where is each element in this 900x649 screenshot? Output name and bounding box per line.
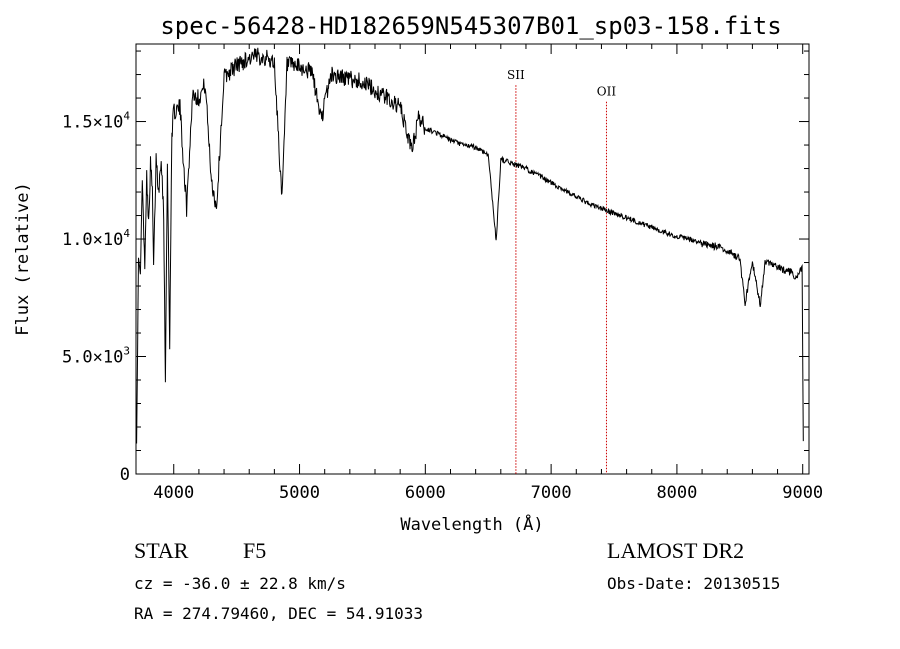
survey-name: LAMOST DR2 xyxy=(607,538,745,563)
line-label-SII: SII xyxy=(507,68,525,82)
x-tick-label-9000: 9000 xyxy=(782,483,823,503)
y-tick-label-15000: 1.5×104 xyxy=(62,110,130,133)
y-ticks: 0 5.0×103 1.0×104 1.5×104 xyxy=(62,50,809,485)
coordinates-readout: RA = 274.79460, DEC = 54.91033 xyxy=(134,604,423,623)
spectrum-line xyxy=(136,47,804,444)
redshift-readout: cz = -36.0 ± 22.8 km/s xyxy=(134,574,346,593)
chart-title: spec-56428-HD182659N545307B01_sp03-158.f… xyxy=(160,12,781,40)
emission-lines: SII OII xyxy=(507,68,616,474)
x-ticks: 4000 5000 6000 7000 8000 9000 xyxy=(153,44,823,503)
y-tick-label-10000: 1.0×104 xyxy=(62,227,130,250)
object-subclass: F5 xyxy=(243,538,267,563)
line-label-OII: OII xyxy=(597,85,617,99)
y-tick-label-0: 0 xyxy=(120,465,130,485)
x-axis-label: Wavelength (Å) xyxy=(400,513,543,535)
x-tick-label-5000: 5000 xyxy=(279,483,320,503)
x-tick-label-8000: 8000 xyxy=(656,483,697,503)
x-tick-label-4000: 4000 xyxy=(153,483,194,503)
x-tick-label-7000: 7000 xyxy=(531,483,572,503)
plot-frame xyxy=(135,43,810,475)
obs-date: Obs-Date: 20130515 xyxy=(607,574,781,593)
object-class: STAR xyxy=(134,538,189,563)
y-tick-label-5000: 5.0×103 xyxy=(62,345,130,368)
y-axis-label: Flux (relative) xyxy=(13,182,33,336)
x-tick-label-6000: 6000 xyxy=(405,483,446,503)
